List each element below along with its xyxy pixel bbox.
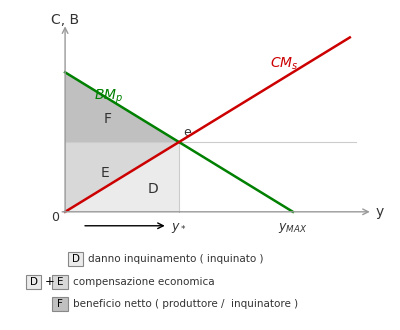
Text: C, B: C, B [51,13,79,27]
Text: E: E [57,277,63,287]
Bar [52,297,68,311]
Text: +: + [44,275,54,288]
Text: F: F [104,113,112,126]
Text: $BM_p$: $BM_p$ [94,87,123,106]
Text: beneficio netto ( produttore /  inquinatore ): beneficio netto ( produttore / inquinato… [73,299,298,309]
Text: y: y [376,205,384,219]
Text: D: D [30,277,38,287]
Text: danno inquinamento ( inquinato ): danno inquinamento ( inquinato ) [88,254,264,264]
Text: $y_*$: $y_*$ [171,221,187,235]
Text: F: F [57,299,63,309]
Text: D: D [72,254,80,264]
Text: E: E [100,166,109,181]
Bar [68,252,83,266]
Text: $y_{MAX}$: $y_{MAX}$ [278,221,308,235]
Text: compensazione economica: compensazione economica [73,277,214,287]
Text: 0: 0 [51,212,59,224]
Polygon shape [65,142,179,212]
Bar [26,275,41,289]
Polygon shape [65,142,179,212]
Text: D: D [148,182,159,196]
Text: $CM_s$: $CM_s$ [270,55,299,72]
Bar [52,275,68,289]
Text: e: e [183,126,191,139]
Polygon shape [65,72,179,142]
